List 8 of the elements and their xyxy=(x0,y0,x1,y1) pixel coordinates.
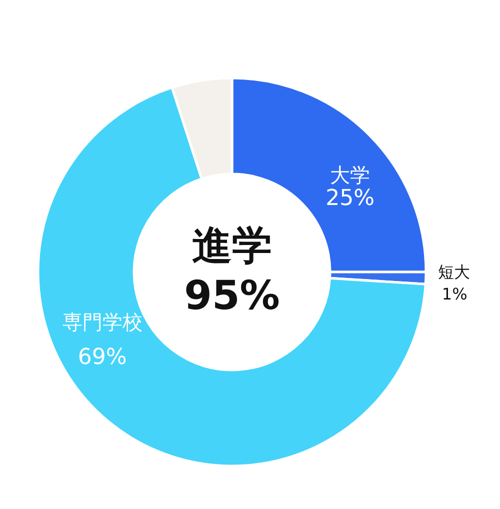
slice-label: 専門学校 xyxy=(62,310,142,334)
text: 95% xyxy=(184,273,280,319)
data-label: 25% xyxy=(326,186,375,212)
slice-label: 短大 xyxy=(438,262,470,282)
data-label: 69% xyxy=(78,345,127,370)
data-label: 1% xyxy=(442,284,468,304)
slice-label: 大学 xyxy=(330,163,370,188)
text: 進学 xyxy=(192,223,272,269)
